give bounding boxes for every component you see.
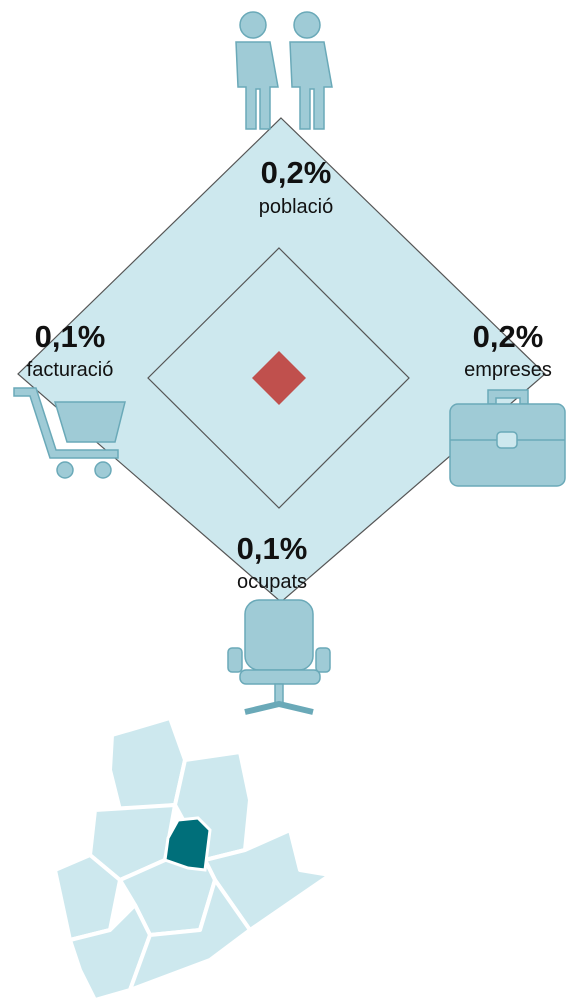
metric-value: 0,1% — [237, 531, 308, 566]
region-map — [53, 716, 332, 1002]
cart-icon — [13, 387, 126, 479]
metric-label: població — [259, 196, 334, 218]
people-icon — [235, 11, 333, 130]
inner-diamond — [147, 247, 410, 509]
metric-label: facturació — [27, 359, 114, 381]
metric-label: empreses — [464, 359, 552, 381]
metric-label: ocupats — [237, 571, 307, 593]
chair-icon — [227, 599, 331, 715]
metric-value: 0,2% — [473, 319, 544, 354]
briefcase-icon — [449, 389, 566, 487]
center-marker — [252, 351, 306, 405]
metric-value: 0,1% — [35, 319, 106, 354]
metric-value: 0,2% — [261, 155, 332, 190]
